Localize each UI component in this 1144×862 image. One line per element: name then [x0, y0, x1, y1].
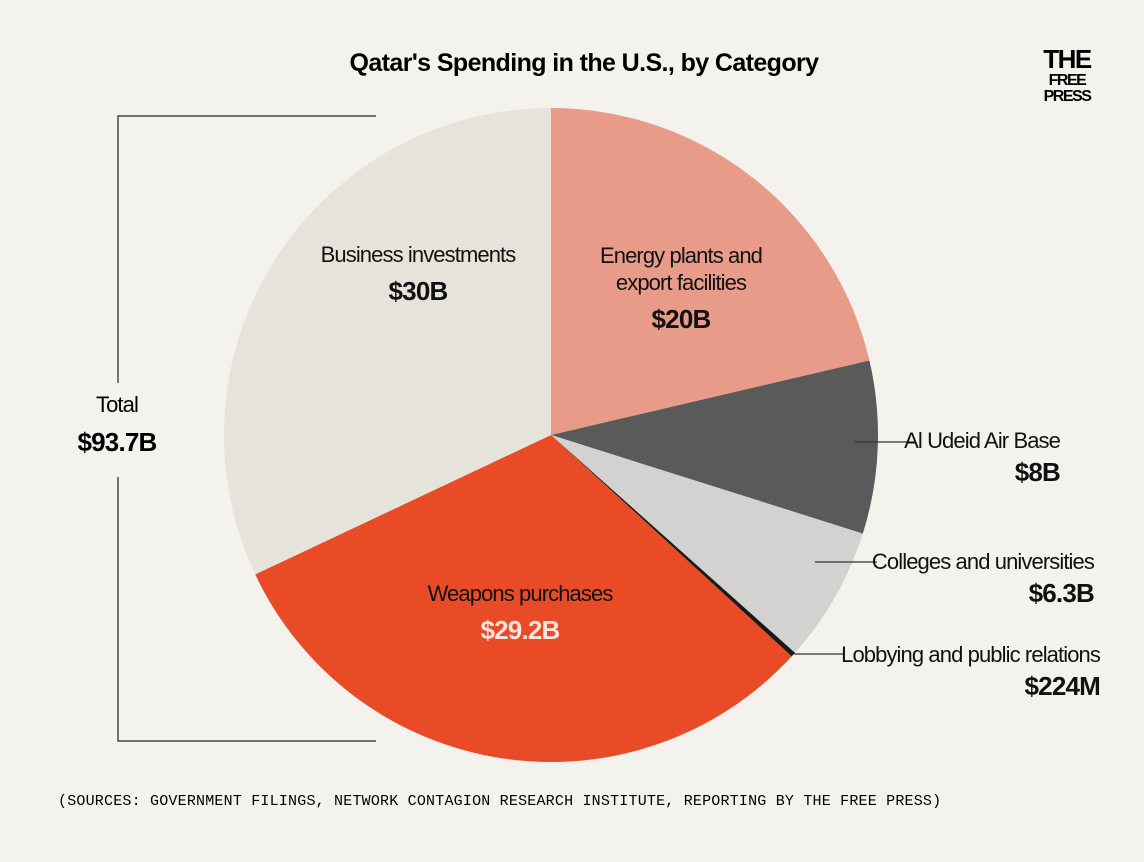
label-al-udeid-air-base-line-1: Al Udeid Air Base: [904, 428, 1061, 453]
total-bracket: Total $93.7B: [77, 115, 376, 742]
slice-weapons-purchases: [255, 435, 792, 763]
pie-slices: [224, 108, 879, 763]
slice-business-investments: [224, 108, 551, 575]
brand-line-3: PRESS: [1044, 88, 1093, 105]
slice-lobbying-and-public-relations: [551, 435, 795, 657]
label-business-investments-line-1: Business investments: [321, 242, 517, 267]
chart-title: Qatar's Spending in the U.S., by Categor…: [350, 49, 820, 77]
leader-lines: [794, 441, 915, 655]
slice-al-udeid-air-base: [551, 360, 879, 534]
value-al-udeid-air-base: $8B: [1015, 457, 1060, 487]
brand-line-2: FREE: [1049, 72, 1088, 89]
bracket-bottom: [117, 477, 376, 742]
value-lobbying-and-public-relations: $224M: [1025, 671, 1101, 701]
total-value: $93.7B: [77, 427, 156, 457]
label-energy-plants-and-export-facilities-line-1: Energy plants and: [600, 243, 762, 268]
label-weapons-purchases-line-1: Weapons purchases: [428, 581, 614, 606]
label-energy-plants-and-export-facilities-line-2: export facilities: [616, 270, 747, 295]
value-colleges-and-universities: $6.3B: [1029, 578, 1094, 608]
slice-energy-plants-and-export-facilities: [551, 108, 870, 435]
brand-logo: THE FREE PRESS: [1043, 44, 1093, 105]
slice-colleges-and-universities: [551, 435, 863, 653]
label-colleges-and-universities-line-1: Colleges and universities: [872, 549, 1095, 574]
label-lobbying-and-public-relations-line-1: Lobbying and public relations: [841, 642, 1101, 667]
value-energy-plants-and-export-facilities: $20B: [652, 304, 711, 334]
source-note: (SOURCES: GOVERNMENT FILINGS, NETWORK CO…: [58, 793, 941, 810]
bracket-top: [117, 115, 376, 383]
total-label: Total: [96, 392, 138, 417]
value-weapons-purchases: $29.2B: [480, 615, 559, 645]
brand-line-1: THE: [1043, 44, 1092, 74]
value-business-investments: $30B: [389, 276, 448, 306]
